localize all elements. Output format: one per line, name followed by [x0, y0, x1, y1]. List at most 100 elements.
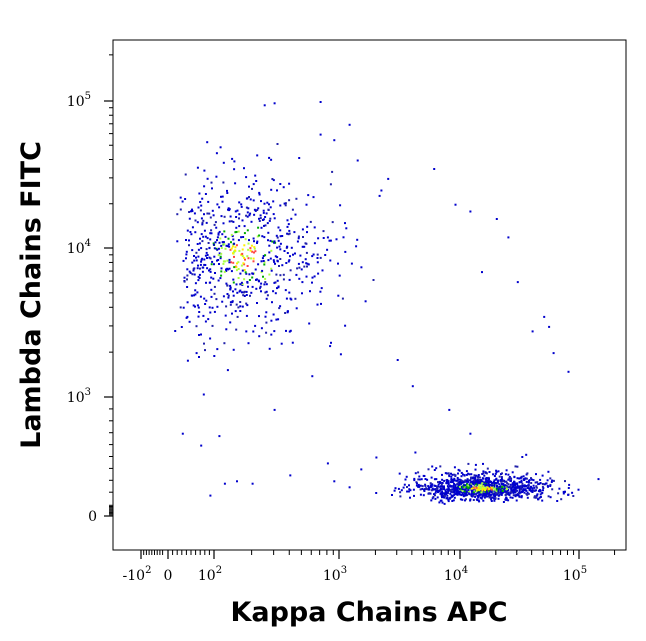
data-point — [247, 248, 250, 251]
data-point — [464, 488, 467, 491]
data-point — [249, 294, 251, 297]
data-point — [270, 267, 273, 270]
data-point — [476, 479, 479, 481]
data-point — [231, 157, 234, 160]
data-point — [456, 482, 459, 485]
data-point — [567, 370, 570, 373]
data-point — [217, 259, 220, 261]
data-point — [270, 158, 273, 161]
data-points — [174, 101, 600, 505]
data-point — [283, 250, 286, 252]
data-point — [228, 267, 231, 270]
data-point — [231, 245, 234, 248]
data-point — [277, 226, 280, 229]
data-point — [441, 490, 444, 493]
data-point — [206, 254, 209, 256]
data-point — [243, 295, 246, 297]
data-point — [252, 257, 255, 260]
data-point — [572, 495, 575, 497]
data-point — [245, 206, 248, 209]
data-point — [541, 485, 544, 488]
data-point — [449, 485, 452, 488]
data-point — [279, 274, 282, 277]
data-point — [213, 292, 216, 295]
data-point — [465, 470, 468, 473]
data-point — [504, 490, 507, 493]
data-point — [209, 216, 212, 219]
data-point — [463, 484, 465, 487]
data-point — [547, 495, 550, 498]
data-point — [500, 477, 503, 480]
data-point — [253, 247, 256, 250]
data-point — [256, 240, 259, 243]
data-point — [509, 492, 512, 495]
data-point — [214, 221, 217, 224]
data-point — [276, 287, 278, 290]
data-point — [457, 472, 459, 475]
data-point — [186, 286, 189, 288]
data-point — [532, 479, 535, 482]
data-point — [492, 480, 495, 483]
data-point — [446, 479, 449, 482]
data-point — [232, 281, 235, 284]
data-point — [251, 285, 254, 288]
data-point — [469, 498, 472, 501]
data-point — [490, 489, 493, 492]
data-point — [200, 204, 203, 207]
data-point — [441, 493, 444, 496]
data-point — [235, 303, 238, 306]
data-point — [200, 260, 203, 263]
data-point — [278, 307, 281, 310]
data-point — [439, 492, 442, 495]
data-point — [208, 269, 210, 272]
data-point — [447, 489, 450, 492]
data-point — [245, 302, 248, 305]
data-point — [533, 496, 536, 499]
data-point — [179, 208, 182, 211]
data-point — [344, 324, 347, 327]
data-point — [245, 290, 248, 293]
data-point — [473, 479, 476, 482]
data-point — [335, 238, 338, 241]
data-point — [337, 262, 339, 265]
data-point — [495, 482, 498, 485]
data-point — [267, 209, 270, 211]
data-point — [319, 133, 322, 136]
data-point — [221, 195, 224, 198]
data-point — [212, 277, 215, 280]
data-point — [231, 235, 234, 238]
data-point — [245, 272, 248, 275]
data-point — [453, 479, 456, 482]
data-point — [218, 252, 221, 255]
data-point — [468, 493, 471, 496]
data-point — [279, 248, 282, 251]
data-point — [262, 211, 265, 214]
data-point — [449, 492, 452, 495]
data-point — [206, 237, 209, 240]
data-point — [469, 499, 472, 502]
data-point — [507, 493, 510, 496]
data-point — [454, 203, 457, 206]
data-point — [207, 200, 210, 203]
data-point — [516, 281, 519, 284]
data-point — [496, 479, 499, 482]
data-point — [186, 268, 189, 271]
data-point — [211, 324, 214, 327]
data-point — [504, 489, 507, 491]
data-point — [227, 207, 230, 210]
data-point — [506, 488, 508, 490]
data-point — [448, 475, 451, 478]
data-point — [533, 489, 536, 492]
data-point — [223, 230, 226, 233]
data-point — [267, 239, 269, 242]
x-tick-label: 0 — [164, 568, 173, 584]
data-point — [526, 472, 529, 475]
data-point — [500, 482, 503, 485]
data-point — [544, 482, 547, 485]
data-point — [413, 494, 415, 497]
data-point — [505, 469, 508, 472]
data-point — [457, 468, 460, 471]
data-point — [203, 169, 206, 172]
data-point — [226, 293, 229, 295]
data-point — [520, 488, 523, 491]
